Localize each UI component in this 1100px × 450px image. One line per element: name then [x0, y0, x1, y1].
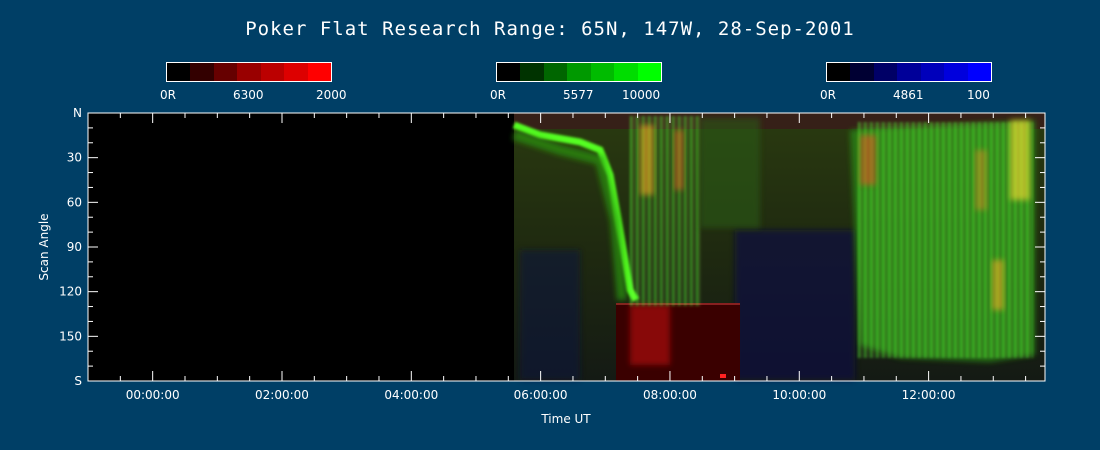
y-tick-label: 60	[67, 195, 82, 209]
x-tick-label: 08:00:00	[643, 388, 697, 402]
y-tick-label: N	[73, 106, 82, 120]
colorbar-6300-min: 0R	[160, 88, 176, 102]
y-tick-label: 90	[67, 240, 82, 254]
y-axis-label: Scan Angle	[37, 213, 51, 280]
colorbar-4861-name: 4861	[893, 88, 924, 102]
y-axis: N 30 60 90 120 150 S	[59, 106, 1045, 388]
x-axis: 00:00:00 02:00:00 04:00:00 06:00:00 08:00:00…	[119, 113, 1027, 402]
x-axis-label: Time UT	[540, 412, 591, 426]
x-tick-label: 04:00:00	[384, 388, 438, 402]
y-tick-label: 30	[67, 151, 82, 165]
colorbar-4861-min: 0R	[820, 88, 836, 102]
y-tick-label: S	[74, 374, 82, 388]
x-tick-label: 06:00:00	[514, 388, 568, 402]
colorbar-4861	[826, 62, 992, 82]
x-tick-label: 10:00:00	[772, 388, 826, 402]
colorbar-5577	[496, 62, 662, 82]
x-tick-label: 00:00:00	[126, 388, 180, 402]
colorbar-5577-name: 5577	[563, 88, 594, 102]
colorbar-6300	[166, 62, 332, 82]
colorbar-5577-min: 0R	[490, 88, 506, 102]
x-tick-label: 02:00:00	[255, 388, 309, 402]
x-tick-label: 12:00:00	[902, 388, 956, 402]
keogram-image	[512, 113, 1045, 381]
colorbar-4861-max: 100	[967, 88, 990, 102]
chart-title: Poker Flat Research Range: 65N, 147W, 28…	[245, 18, 855, 40]
y-tick-label: 120	[59, 285, 82, 299]
colorbar-6300-max: 2000	[316, 88, 347, 102]
colorbar-5577-max: 10000	[622, 88, 661, 102]
y-tick-label: 150	[59, 329, 82, 343]
colorbar-6300-name: 6300	[233, 88, 264, 102]
